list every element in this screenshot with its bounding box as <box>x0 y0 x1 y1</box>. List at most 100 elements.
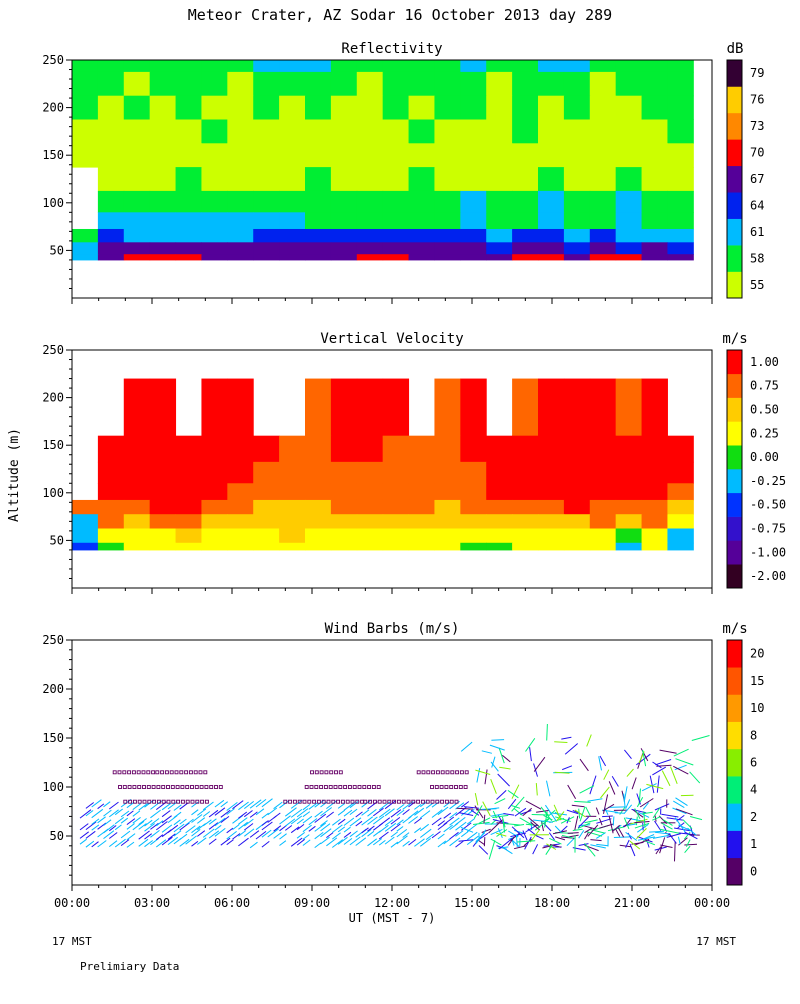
wind-barb <box>262 841 269 847</box>
heatmap-cell <box>642 60 668 72</box>
heatmap-cell <box>564 379 590 437</box>
heatmap-cell <box>176 543 202 551</box>
colorbar-label: 0.00 <box>750 450 779 464</box>
heatmap-cell <box>201 60 227 72</box>
heatmap-cell <box>124 212 150 229</box>
wind-barb <box>632 778 636 790</box>
wind-barb <box>368 817 378 825</box>
heatmap-cell <box>564 120 590 144</box>
wind-barb <box>139 819 147 825</box>
heatmap-cell <box>253 436 279 463</box>
y-tick-label: 50 <box>50 243 64 257</box>
heatmap-cell <box>331 462 357 484</box>
heatmap-cell <box>434 500 460 515</box>
heatmap-cell <box>227 212 253 229</box>
wind-barb <box>456 841 464 847</box>
calm-marker <box>445 800 448 803</box>
heatmap-cell <box>201 379 227 437</box>
heatmap-cell <box>460 229 486 243</box>
heatmap-cell <box>227 254 253 260</box>
wind-barb <box>397 836 408 844</box>
heatmap-cell <box>279 529 305 544</box>
heatmap-cell <box>227 529 253 544</box>
wind-barb <box>244 811 252 817</box>
wind-barb <box>630 844 635 856</box>
calm-marker <box>435 786 438 789</box>
wind-barb <box>503 814 514 816</box>
wind-barb <box>168 834 175 840</box>
colorbar-swatch <box>727 398 742 422</box>
wind-barb <box>321 802 328 807</box>
calm-marker <box>417 771 420 774</box>
wind-barb <box>192 810 199 815</box>
wind-barb <box>661 814 678 817</box>
heatmap-cell <box>305 120 331 144</box>
wind-barb <box>197 838 206 845</box>
heatmap-cell <box>357 229 383 243</box>
heatmap-cell <box>512 60 538 72</box>
heatmap-cell <box>150 462 176 484</box>
colorbar-label: 0.25 <box>750 426 779 440</box>
wind-barb <box>565 744 578 755</box>
heatmap-cell <box>642 72 668 96</box>
wind-barb <box>356 821 362 826</box>
wind-barb <box>532 815 549 816</box>
heatmap-cell <box>227 242 253 254</box>
heatmap-cell <box>512 379 538 437</box>
heatmap-cell <box>616 242 642 254</box>
heatmap-cell <box>176 229 202 243</box>
wind-barb <box>409 839 417 845</box>
x-tick-label: 21:00 <box>614 896 650 910</box>
heatmap-cell <box>383 483 409 500</box>
calm-marker <box>138 786 141 789</box>
heatmap-cell <box>176 242 202 254</box>
heatmap-cell <box>667 500 693 515</box>
heatmap-cell <box>564 229 590 243</box>
heatmap-cell <box>460 543 486 551</box>
wind-barb <box>379 832 388 839</box>
heatmap-cell <box>460 60 486 72</box>
heatmap-cell <box>538 514 564 529</box>
calm-marker <box>315 786 318 789</box>
heatmap-cell <box>616 514 642 529</box>
heatmap-cell <box>642 167 668 191</box>
wind-barb <box>268 808 277 815</box>
heatmap-cell <box>150 229 176 243</box>
heatmap-cell <box>331 143 357 167</box>
heatmap-cell <box>642 191 668 213</box>
heatmap-cell <box>357 500 383 515</box>
wind-barb <box>596 808 599 815</box>
x-axis-label: UT (MST - 7) <box>349 911 436 925</box>
wind-barb <box>624 794 625 807</box>
heatmap-cell <box>538 229 564 243</box>
wind-barb <box>587 735 592 747</box>
wind-barb <box>511 839 520 847</box>
heatmap-cell <box>512 120 538 144</box>
colorbar-label: 8 <box>750 728 757 742</box>
wind-barb <box>350 818 361 826</box>
wind-barb <box>475 793 478 805</box>
calm-marker <box>186 786 189 789</box>
colorbar-label: 0.75 <box>750 379 779 393</box>
heatmap-cell <box>253 529 279 544</box>
calm-marker <box>377 786 380 789</box>
heatmap-cell <box>434 229 460 243</box>
calm-marker <box>446 771 449 774</box>
wind-barb <box>186 826 196 833</box>
wind-barbs-unit: m/s <box>722 621 747 637</box>
heatmap-cell <box>434 514 460 529</box>
heatmap-cell <box>150 120 176 144</box>
wind-barb <box>209 819 216 825</box>
wind-barb <box>684 844 697 845</box>
heatmap-cell <box>409 254 435 260</box>
heatmap-cell <box>512 191 538 213</box>
calm-marker <box>195 786 198 789</box>
wind-barb <box>92 819 99 825</box>
colorbar-label: -0.25 <box>750 474 786 488</box>
colorbar-swatch <box>727 166 742 193</box>
heatmap-cell <box>279 483 305 500</box>
calm-marker <box>177 800 180 803</box>
heatmap-cell <box>434 436 460 463</box>
wind-barb <box>604 770 609 780</box>
heatmap-cell <box>434 120 460 144</box>
